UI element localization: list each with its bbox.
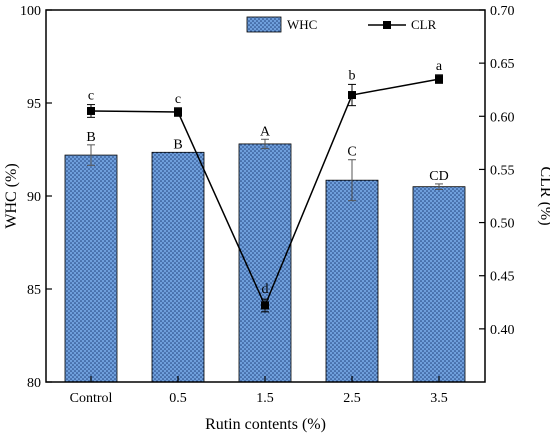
clr-significance-label: d <box>262 282 269 297</box>
whc-significance-label: B <box>86 130 95 145</box>
line-layer <box>87 74 443 313</box>
clr-point <box>174 108 182 117</box>
errorbars-layer <box>87 138 443 202</box>
x-tick-label: 1.5 <box>256 391 274 406</box>
legend: WHC CLR <box>246 16 437 33</box>
clr-significance-label: c <box>88 89 94 104</box>
left-tick-label: 80 <box>27 376 41 391</box>
left-tick-label: 90 <box>27 190 41 205</box>
x-tick-label: 3.5 <box>430 391 448 406</box>
legend-label-whc: WHC <box>287 17 317 32</box>
x-tick-label: Control <box>70 391 113 406</box>
whc-bar <box>412 186 466 383</box>
right-tick-label: 0.65 <box>490 57 515 72</box>
left-axis-ticks: 80 85 90 95 100 <box>20 4 52 391</box>
whc-bar <box>151 151 205 383</box>
left-axis-title: WHC (%) <box>3 163 20 228</box>
bars-layer <box>64 143 466 383</box>
left-tick-label: 95 <box>27 97 41 112</box>
legend-label-clr: CLR <box>411 17 437 32</box>
clr-significance-label: c <box>175 92 181 107</box>
right-tick-label: 0.40 <box>490 323 515 338</box>
significance-labels-layer: B B A C CD c c d b a <box>86 59 448 297</box>
x-axis-title: Rutin contents (%) <box>205 416 326 433</box>
whc-bar <box>325 179 379 383</box>
clr-significance-label: a <box>436 59 443 74</box>
right-axis-title: CLR (%) <box>537 166 550 225</box>
clr-significance-label: b <box>349 68 356 83</box>
x-tick-label: 2.5 <box>343 391 361 406</box>
whc-bar <box>64 154 118 383</box>
legend-marker-clr <box>383 21 391 29</box>
right-axis-ticks: 0.40 0.45 0.50 0.55 0.60 0.65 0.70 <box>479 4 515 338</box>
x-tick-label: 0.5 <box>169 391 187 406</box>
right-tick-label: 0.55 <box>490 163 515 178</box>
whc-significance-label: C <box>347 145 356 160</box>
clr-point <box>87 106 95 115</box>
whc-significance-label: A <box>260 124 271 139</box>
left-tick-label: 100 <box>20 4 41 19</box>
clr-point <box>435 75 443 84</box>
left-tick-label: 85 <box>27 283 41 298</box>
clr-point <box>348 91 356 100</box>
right-tick-label: 0.60 <box>490 110 515 125</box>
whc-significance-label: CD <box>429 169 448 184</box>
right-tick-label: 0.70 <box>490 4 515 19</box>
clr-point <box>261 301 269 310</box>
legend-swatch-whc <box>246 16 282 33</box>
whc-significance-label: B <box>173 137 182 152</box>
x-axis-ticks: Control 0.5 1.5 2.5 3.5 <box>70 376 448 406</box>
right-tick-label: 0.50 <box>490 217 515 232</box>
right-tick-label: 0.45 <box>490 270 515 285</box>
